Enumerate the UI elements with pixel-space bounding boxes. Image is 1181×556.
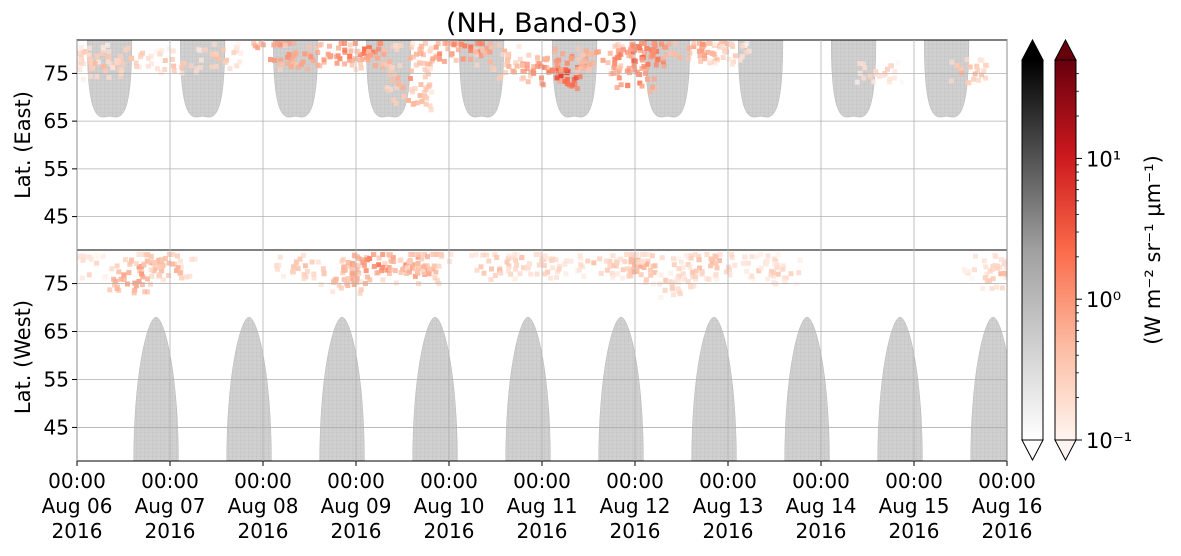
xtick-label-1: 00:00 Aug 07 2016 [135,469,206,543]
ytick-label-west-45: 45 [44,415,69,439]
gray-region-east-1 [179,40,226,118]
gray-region-west-2 [319,316,365,461]
gray-region-east-9 [923,40,970,118]
chart-title: (NH, Band-03) [446,8,638,39]
emission-cluster-4 [198,41,244,72]
cbar-tick-label-1: 10⁰ [1086,288,1121,312]
emission-cluster-34 [148,252,198,283]
emission-cluster-31 [107,266,150,296]
gray-region-east-2 [272,40,319,118]
emission-cluster-55 [961,253,1007,281]
emission-cluster-43 [469,252,518,283]
ytick-label-east-55: 55 [44,157,69,181]
xtick-label-0: 00:00 Aug 06 2016 [42,469,113,543]
red-colorbar [1054,38,1077,462]
emission-cluster-52 [687,252,738,278]
emission-cluster-28 [854,60,905,85]
gray-region-east-8 [830,40,877,118]
west-ylabel: Lat. (West) [11,300,35,414]
gray-region-west-7 [784,316,830,461]
emission-cluster-12 [444,41,493,62]
cbar-tick-label-0: 10⁻¹ [1086,429,1132,453]
red-colorbar-extend-min [1054,439,1077,462]
emission-cluster-16 [496,52,541,82]
emission-cluster-56 [980,261,1007,291]
emission-cluster-26 [686,41,732,63]
xtick-label-4: 00:00 Aug 10 2016 [414,469,485,543]
emission-cluster-29 [948,56,990,86]
emission-cluster-35 [274,252,321,282]
emission-cluster-54 [758,257,803,287]
emission-cluster-42 [405,252,454,275]
east-ylabel: Lat. (East) [11,91,35,199]
red-colorbar-extend-max [1054,38,1077,61]
emission-cluster-46 [574,253,624,281]
emission-cluster-30 [77,252,108,282]
xtick-label-3: 00:00 Aug 09 2016 [321,469,392,543]
gray-colorbar-extend-max [1021,38,1044,61]
gray-region-west-9 [970,316,1007,461]
xtick-label-6: 00:00 Aug 12 2016 [600,469,671,543]
ytick-label-east-45: 45 [44,205,69,229]
cbar-tick-label-2: 10¹ [1086,147,1121,171]
xtick-label-7: 00:00 Aug 13 2016 [693,469,764,543]
gray-colorbar-bar [1021,59,1044,441]
ytick-label-east-75: 75 [44,61,69,85]
xtick-label-10: 00:00 Aug 16 2016 [972,469,1043,543]
colorbar-label: (W m⁻² sr⁻¹ μm⁻¹) [1141,155,1165,345]
xtick-label-5: 00:00 Aug 11 2016 [507,469,578,543]
gray-region-west-4 [505,316,551,461]
ytick-label-west-55: 55 [44,367,69,391]
emission-cluster-3 [153,46,203,76]
ytick-label-west-75: 75 [44,272,69,296]
plot-area [77,40,1007,461]
xtick-label-8: 00:00 Aug 14 2016 [786,469,857,543]
gray-region-west-0 [133,316,179,461]
ytick-label-east-65: 65 [44,109,69,133]
emission-cluster-2 [106,45,154,72]
gray-region-east-7 [737,40,784,118]
xtick-label-9: 00:00 Aug 15 2016 [879,469,950,543]
gray-region-west-5 [598,316,644,461]
red-colorbar-bar [1054,59,1077,441]
gray-colorbar-extend-min [1021,439,1044,462]
ytick-label-west-65: 65 [44,320,69,344]
emission-cluster-14 [385,66,433,96]
emission-cluster-27 [706,41,752,67]
emission-cluster-1 [77,50,126,82]
gray-region-west-3 [412,316,458,461]
xtick-label-2: 00:00 Aug 08 2016 [228,469,299,543]
gray-region-west-6 [691,316,737,461]
gray-colorbar [1021,38,1044,462]
colorbar-ticks: 10⁻¹ 10⁰ 10¹ [1076,73,1132,453]
gray-region-west-8 [877,316,923,461]
axes: 45 55 65 75 75 65 55 45 00:00 Aug 06 2016 00:00 Aug … [42,40,1043,543]
gray-region-west-1 [226,316,272,461]
emission-cluster-13 [384,85,435,113]
